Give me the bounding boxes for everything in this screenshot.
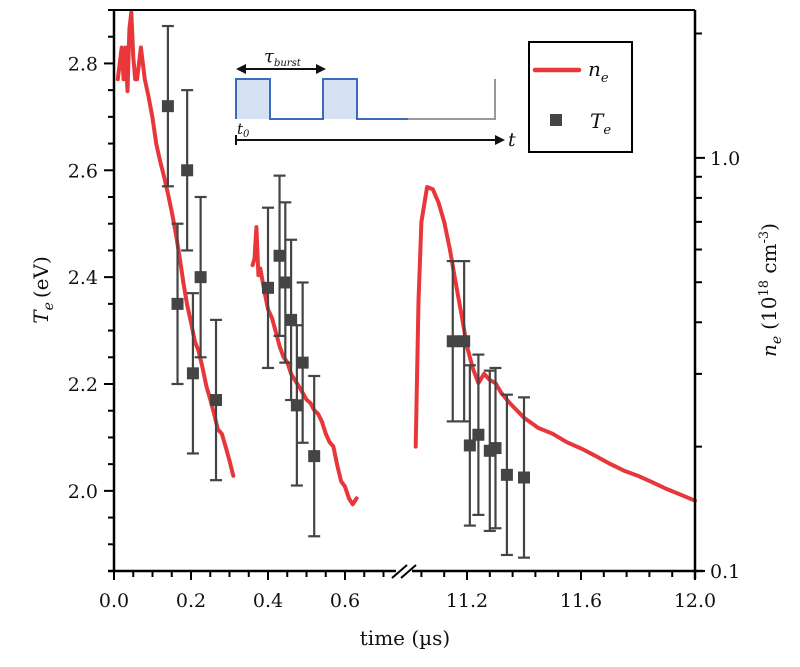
pulse-2-fill <box>323 79 357 119</box>
te-marker <box>273 249 286 262</box>
te-data-point <box>186 292 199 455</box>
x-tick-label: 12.0 <box>674 590 716 612</box>
axes: 0.0 0.2 0.4 0.6 11.2 11.6 12.0 2.0 2.2 2.4 2.6 2.8 0… <box>68 9 740 612</box>
y-left-title-sub: e <box>41 302 57 310</box>
te-data-point <box>446 260 459 423</box>
axis-break-mark <box>400 564 417 579</box>
x-tick-label: 0.2 <box>176 590 206 612</box>
pulse-inset: τburst t0 t <box>235 46 516 151</box>
svg-text:Te(eV): Te (eV) <box>29 256 57 324</box>
te-data-point <box>290 324 303 487</box>
te-marker <box>489 442 502 455</box>
te-data-point <box>194 195 207 359</box>
te-marker <box>296 356 309 369</box>
te-marker <box>161 100 174 113</box>
te-data-point <box>308 374 321 538</box>
te-marker <box>285 313 298 326</box>
legend-te-marker <box>550 114 562 126</box>
x-tick-label: 0.4 <box>253 590 283 612</box>
y-right-title-exp: 18 <box>757 280 772 297</box>
y-left-title-unit: (eV) <box>29 256 53 298</box>
te-data-point <box>279 201 292 364</box>
te-data-point <box>161 24 174 188</box>
te-data-point <box>210 318 223 482</box>
te-marker <box>210 394 223 407</box>
te-data-point <box>472 353 485 517</box>
y-right-title-sub: e <box>769 336 785 344</box>
te-data-point <box>518 396 530 559</box>
y-right-title-symbol: n <box>757 344 781 357</box>
te-data-point <box>296 281 309 444</box>
x-axis-title: time (µs) <box>360 626 450 650</box>
x-tick-label: 11.2 <box>446 590 488 612</box>
te-data-point <box>500 393 513 557</box>
y-right-tick-label: 1.0 <box>710 148 740 170</box>
y-left-title-symbol: T <box>29 309 53 324</box>
te-marker <box>181 164 194 177</box>
te-marker <box>290 399 303 412</box>
te-marker <box>279 276 292 289</box>
y-left-tick-label: 2.2 <box>68 374 98 396</box>
legend: ne Te <box>528 41 633 153</box>
te-data-point <box>489 366 502 530</box>
te-data-point <box>171 222 184 386</box>
te-marker <box>458 335 471 348</box>
y-right-title-mid: cm <box>757 243 781 280</box>
y-left-tick-label: 2.4 <box>68 267 98 289</box>
y-right-title-exp2: -3 <box>757 231 772 244</box>
te-marker <box>446 335 459 348</box>
pulse-train-tail <box>408 79 496 120</box>
te-data-point <box>458 260 471 423</box>
y-left-tick-label: 2.8 <box>68 53 98 75</box>
axis-break-gap <box>396 568 412 574</box>
x-tick-label: 11.6 <box>560 590 602 612</box>
x-tick-label: 0.6 <box>330 590 360 612</box>
tau-arrow-left-head <box>236 64 246 74</box>
te-marker <box>186 367 199 380</box>
te-data-point <box>181 89 194 252</box>
te-data-point <box>285 238 298 402</box>
te-marker <box>308 450 321 463</box>
tau-burst-label: τburst <box>264 46 302 69</box>
pulse-train <box>235 78 408 120</box>
te-marker <box>194 271 207 284</box>
te-marker <box>500 468 513 481</box>
te-marker <box>472 428 485 441</box>
legend-ne-label: ne <box>588 57 609 86</box>
te-marker <box>518 471 530 484</box>
legend-box <box>528 41 633 153</box>
y-right-title-suffix: ) <box>757 223 781 231</box>
y-right-tick-label: 0.1 <box>710 561 740 583</box>
y-left-axis-title: Te (eV) <box>29 256 57 324</box>
y-right-title-prefix: (10 <box>757 297 781 330</box>
x-tick-label: 0.0 <box>99 590 129 612</box>
svg-text:ne(1018 cm-3): ne (1018 cm-3) <box>757 223 785 357</box>
te-marker <box>262 281 274 294</box>
tau-arrow-right-head <box>316 64 326 74</box>
pulse-1-fill <box>236 79 270 119</box>
te-marker <box>171 297 184 310</box>
te-series <box>161 24 530 559</box>
te-data-point <box>463 364 476 527</box>
axis-break-mark <box>391 564 408 579</box>
y-left-tick-label: 2.0 <box>68 481 98 503</box>
t0-label: t0 <box>237 120 250 140</box>
te-data-point <box>273 174 286 338</box>
te-marker <box>463 439 476 452</box>
t-label: t <box>508 129 516 151</box>
te-data-point <box>262 206 274 370</box>
y-left-tick-label: 2.6 <box>68 160 98 182</box>
legend-te-label: Te <box>590 109 611 138</box>
y-right-axis-title: ne (1018 cm-3) <box>757 223 785 357</box>
time-arrow-head <box>495 135 505 145</box>
